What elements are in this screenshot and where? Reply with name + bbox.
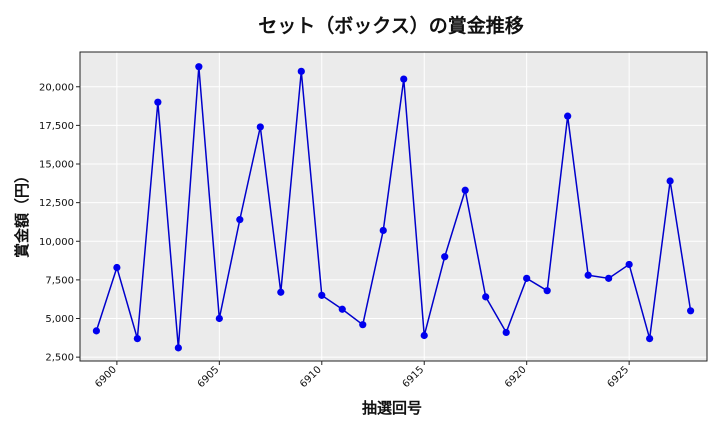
y-tick-label: 20,000 — [39, 82, 74, 93]
data-point — [502, 328, 510, 337]
data-point — [359, 321, 367, 329]
y-tick-label: 2,500 — [45, 353, 74, 364]
data-point — [461, 186, 469, 194]
data-point — [215, 314, 223, 323]
y-tick-label: 12,500 — [39, 198, 74, 209]
data-point — [338, 305, 346, 313]
y-tick-label: 15,000 — [39, 160, 74, 171]
data-point — [174, 344, 182, 352]
x-tick-label: 6920 — [503, 364, 529, 390]
data-point — [154, 98, 162, 106]
data-points — [92, 63, 695, 352]
data-point — [687, 307, 695, 315]
data-point — [482, 293, 490, 301]
data-point — [277, 288, 285, 296]
data-point — [256, 123, 264, 131]
y-tick-label: 10,000 — [39, 237, 74, 248]
chart-title: セット（ボックス）の賞金推移 — [258, 14, 523, 37]
data-point — [420, 331, 428, 340]
data-point — [523, 274, 531, 282]
x-axis: 6900 6905 6910 6915 6920 6925 — [93, 361, 631, 390]
plot-area — [80, 52, 707, 361]
data-point — [400, 75, 408, 83]
axes-frame — [79, 51, 708, 362]
axes-border — [79, 51, 708, 362]
y-axis-label: 賞金額（円） — [13, 168, 31, 258]
data-point — [584, 271, 592, 279]
data-point — [441, 253, 449, 261]
data-point — [646, 334, 654, 343]
y-tick-label: 7,500 — [45, 275, 74, 286]
data-point — [133, 334, 141, 343]
x-tick-label: 6925 — [605, 364, 631, 390]
y-tick-label: 5,000 — [45, 314, 74, 325]
x-tick-label: 6905 — [196, 364, 222, 390]
data-point — [605, 274, 613, 282]
x-tick-label: 6915 — [401, 364, 427, 390]
data-point — [543, 287, 551, 295]
data-point — [666, 177, 674, 185]
data-point — [625, 260, 633, 269]
y-tick-label: 17,500 — [39, 121, 74, 132]
data-point — [379, 226, 387, 235]
data-point — [236, 216, 244, 224]
data-point — [195, 63, 203, 71]
x-tick-label: 6900 — [93, 364, 119, 390]
x-axis-label: 抽選回号 — [362, 399, 422, 417]
data-point — [297, 67, 305, 75]
grid — [80, 52, 707, 361]
x-tick-label: 6910 — [298, 364, 324, 390]
data-point — [113, 263, 121, 272]
y-axis: 2,500 5,000 7,500 10,000 12,500 15,000 17,500 2… — [39, 82, 80, 364]
data-point — [92, 327, 100, 335]
data-point — [564, 112, 572, 120]
data-point — [318, 291, 326, 299]
